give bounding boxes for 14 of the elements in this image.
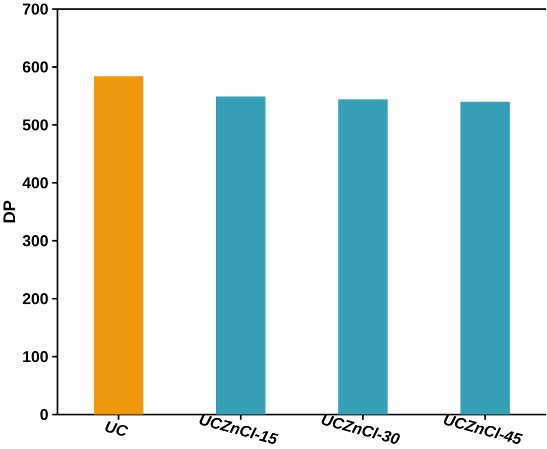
y-tick-label: 400 xyxy=(22,177,48,188)
y-tick-label: 100 xyxy=(23,350,48,362)
bar xyxy=(216,96,266,414)
y-tick-label: 0 xyxy=(40,408,48,420)
bar xyxy=(338,99,388,414)
y-tick-label: 700 xyxy=(22,3,48,15)
bar xyxy=(460,102,510,414)
x-tick-label: UC xyxy=(105,421,128,436)
y-tick-label: 600 xyxy=(22,61,48,72)
y-tick-label: 500 xyxy=(22,119,48,130)
y-tick-label: 200 xyxy=(22,293,48,304)
y-tick-label: 300 xyxy=(22,235,48,246)
y-axis-title: DP xyxy=(3,200,16,222)
bar xyxy=(94,76,144,414)
